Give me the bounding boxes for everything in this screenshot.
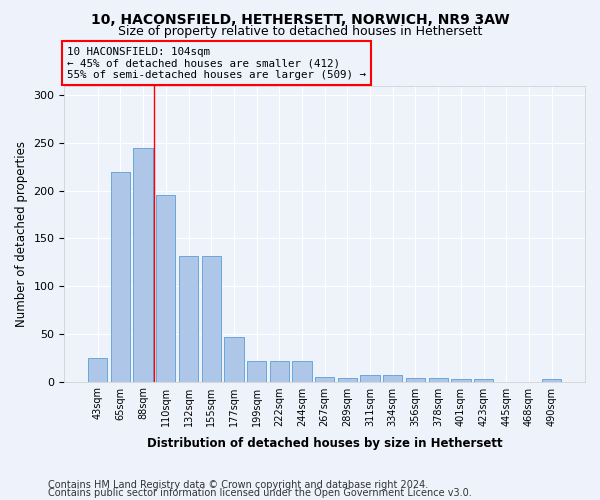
Text: Contains HM Land Registry data © Crown copyright and database right 2024.: Contains HM Land Registry data © Crown c…	[48, 480, 428, 490]
Bar	[406, 378, 425, 382]
Bar	[202, 256, 221, 382]
Bar	[179, 256, 198, 382]
Bar	[156, 194, 175, 382]
Bar	[224, 336, 244, 382]
Text: Contains public sector information licensed under the Open Government Licence v3: Contains public sector information licen…	[48, 488, 472, 498]
Y-axis label: Number of detached properties: Number of detached properties	[15, 140, 28, 326]
Bar	[133, 148, 153, 382]
Bar	[451, 378, 470, 382]
Bar	[269, 360, 289, 382]
Text: 10, HACONSFIELD, HETHERSETT, NORWICH, NR9 3AW: 10, HACONSFIELD, HETHERSETT, NORWICH, NR…	[91, 12, 509, 26]
Bar	[338, 378, 357, 382]
Text: Size of property relative to detached houses in Hethersett: Size of property relative to detached ho…	[118, 25, 482, 38]
Bar	[383, 375, 403, 382]
Bar	[88, 358, 107, 382]
Bar	[474, 378, 493, 382]
Bar	[428, 378, 448, 382]
Bar	[542, 378, 562, 382]
Bar	[292, 360, 311, 382]
Bar	[361, 375, 380, 382]
Bar	[111, 172, 130, 382]
Bar	[247, 360, 266, 382]
Bar	[315, 377, 334, 382]
X-axis label: Distribution of detached houses by size in Hethersett: Distribution of detached houses by size …	[147, 437, 503, 450]
Text: 10 HACONSFIELD: 104sqm
← 45% of detached houses are smaller (412)
55% of semi-de: 10 HACONSFIELD: 104sqm ← 45% of detached…	[67, 47, 366, 80]
